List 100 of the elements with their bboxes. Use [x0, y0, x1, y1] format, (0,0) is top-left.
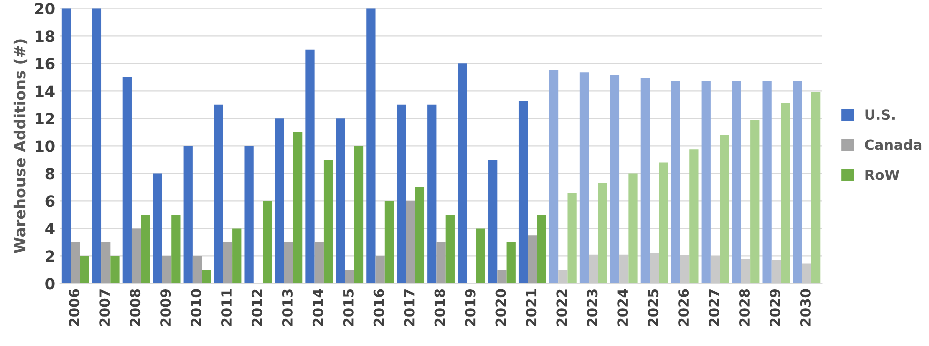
bar: [549, 70, 559, 284]
x-tick-label: 2006: [69, 289, 80, 326]
x-tick-label: 2017: [404, 290, 415, 326]
bar: [162, 256, 172, 284]
bar: [366, 8, 376, 284]
bar: [446, 214, 455, 284]
bar: [659, 162, 668, 284]
bar: [263, 201, 272, 284]
bar: [802, 264, 812, 284]
bar: [671, 82, 680, 284]
bar: [284, 242, 294, 284]
x-tick-label: 2030: [800, 289, 811, 326]
x-tick-label: 2008: [130, 289, 141, 326]
y-tick-label: 4: [46, 223, 55, 235]
bar: [71, 242, 80, 284]
x-tick-label: 2020: [496, 289, 506, 326]
legend-label: RoW: [866, 170, 900, 180]
bar: [537, 214, 546, 284]
bar: [336, 118, 346, 284]
bar: [306, 50, 315, 284]
bar: [406, 201, 416, 284]
bar: [62, 8, 72, 284]
x-tick-label: 2015: [343, 290, 354, 326]
bar: [458, 64, 468, 284]
bar: [232, 228, 242, 284]
bar: [720, 135, 730, 284]
bar: [428, 104, 437, 284]
bar: [314, 242, 324, 284]
bar: [506, 242, 516, 284]
bar: [80, 256, 90, 284]
bar: [244, 146, 254, 284]
bar: [589, 254, 598, 284]
x-tick-label: 2016: [374, 289, 384, 326]
x-tick-label: 2025: [648, 290, 659, 326]
bar: [528, 236, 538, 284]
bar: [598, 183, 608, 284]
bar: [92, 8, 102, 284]
bar: [640, 78, 650, 284]
y-tick-label: 6: [46, 196, 55, 208]
y-tick-label: 0: [46, 278, 55, 290]
bar: [793, 82, 802, 284]
bar: [110, 256, 120, 284]
y-tick-label: 20: [35, 3, 55, 15]
bar: [710, 256, 720, 284]
bar: [153, 174, 162, 284]
x-tick-label: 2022: [556, 290, 568, 326]
bar: [293, 132, 303, 284]
x-tick-label: 2024: [618, 289, 628, 326]
bar: [223, 242, 233, 284]
bar: [558, 270, 568, 284]
x-tick-label: 2010: [191, 289, 202, 326]
x-tick-label: 2011: [222, 290, 232, 326]
bar: [122, 77, 132, 284]
bar: [397, 104, 406, 284]
bar: [132, 228, 142, 284]
y-tick-label: 10: [36, 140, 55, 152]
bar: [620, 254, 629, 284]
legend-label: Canada: [865, 139, 922, 150]
bar: [354, 146, 364, 284]
y-tick-label: 12: [36, 113, 54, 124]
bar: [690, 150, 699, 284]
x-tick-label: 2012: [252, 290, 262, 326]
bar: [488, 160, 498, 284]
bar: [192, 256, 202, 284]
x-tick-label: 2029: [770, 289, 780, 326]
bar: [184, 146, 193, 284]
x-tick-label: 2027: [709, 290, 720, 326]
bar: [384, 201, 394, 284]
x-tick-label: 2023: [587, 290, 598, 326]
bar: [750, 120, 760, 284]
y-tick-label: 18: [36, 30, 55, 42]
bar: [345, 270, 354, 284]
x-tick-label: 2026: [678, 289, 690, 326]
y-tick-label: 8: [46, 168, 55, 180]
bar: [680, 256, 690, 284]
bar: [781, 104, 790, 284]
bar: [141, 214, 150, 284]
x-tick-label: 2028: [740, 289, 750, 326]
bar: [702, 82, 711, 284]
bar: [202, 270, 212, 284]
x-tick-label: 2013: [282, 290, 293, 326]
y-tick-label: 2: [46, 250, 54, 262]
bar: [610, 75, 620, 284]
bar: [772, 260, 782, 284]
x-tick-label: 2019: [465, 289, 476, 326]
bar: [568, 192, 577, 284]
bar: [498, 270, 507, 284]
x-tick-label: 2021: [526, 290, 537, 326]
bar: [214, 104, 224, 284]
bar: [580, 72, 590, 284]
bar: [172, 214, 181, 284]
y-tick-label: 14: [36, 86, 55, 97]
bar: [376, 256, 385, 284]
x-tick-label: 2014: [312, 289, 324, 326]
bar: [415, 187, 425, 284]
y-axis-title: Warehouse Additions (#): [14, 40, 28, 254]
bar: [275, 118, 284, 284]
x-tick-label: 2018: [434, 289, 446, 326]
x-tick-label: 2009: [160, 289, 172, 326]
bar: [812, 92, 821, 284]
